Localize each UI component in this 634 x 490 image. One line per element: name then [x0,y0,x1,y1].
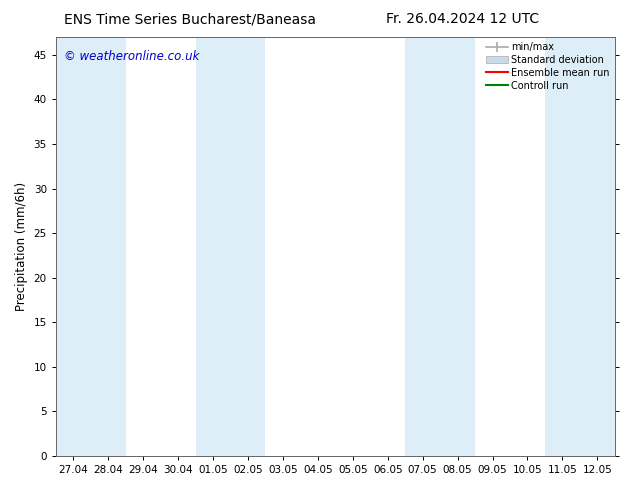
Bar [91,37,126,456]
Bar [405,37,440,456]
Bar [440,37,475,456]
Bar [580,37,615,456]
Legend: min/max, Standard deviation, Ensemble mean run, Controll run: min/max, Standard deviation, Ensemble me… [484,40,612,93]
Y-axis label: Precipitation (mm/6h): Precipitation (mm/6h) [15,182,28,311]
Bar [56,37,91,456]
Text: Fr. 26.04.2024 12 UTC: Fr. 26.04.2024 12 UTC [386,12,540,26]
Bar [231,37,266,456]
Bar [545,37,580,456]
Text: ENS Time Series Bucharest/Baneasa: ENS Time Series Bucharest/Baneasa [64,12,316,26]
Bar [195,37,231,456]
Text: © weatheronline.co.uk: © weatheronline.co.uk [64,49,200,63]
